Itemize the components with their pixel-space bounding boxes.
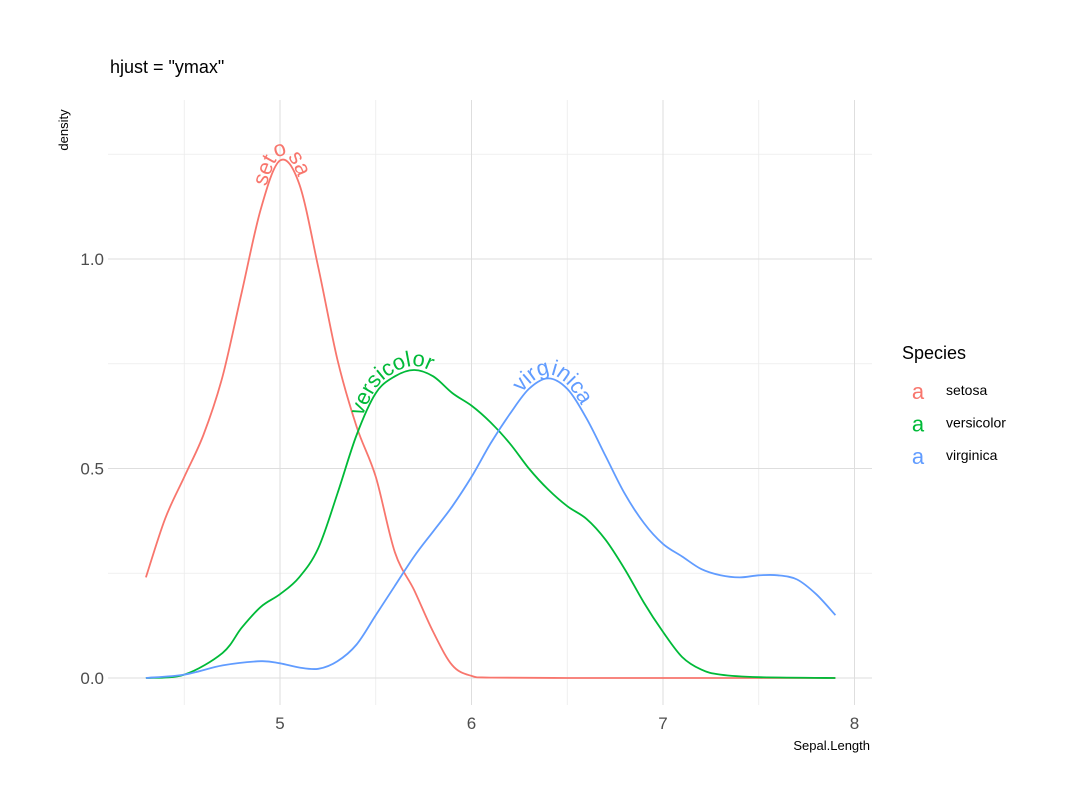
x-tick-label: 5 (275, 714, 284, 733)
density-curves (145, 158, 837, 679)
legend-label-virginica: virginica (946, 447, 998, 463)
x-tick-label: 7 (658, 714, 667, 733)
density-curve-setosa (145, 158, 836, 679)
legend-key-versicolor: a (912, 412, 925, 437)
curve-label-versicolor: versicolor (344, 346, 439, 419)
x-axis-title: Sepal.Length (793, 738, 870, 753)
axis-ticks: 5 6 7 8 0.0 0.5 1.0 (80, 250, 859, 733)
y-tick-label: 0.0 (80, 669, 104, 688)
curve-label-virginica: virginica (507, 354, 599, 409)
density-curve-versicolor (145, 369, 836, 679)
density-curve-virginica (145, 377, 837, 679)
x-tick-label: 8 (850, 714, 859, 733)
legend-title: Species (902, 343, 966, 363)
y-tick-label: 0.5 (80, 460, 104, 479)
x-tick-label: 6 (467, 714, 476, 733)
legend-label-setosa: setosa (946, 382, 987, 398)
legend-key-setosa: a (912, 379, 925, 404)
curve-label-setosa: setosa (247, 135, 317, 188)
y-tick-label: 1.0 (80, 250, 104, 269)
plot-grid (108, 100, 872, 705)
legend-label-versicolor: versicolor (946, 415, 1006, 431)
chart-title: hjust = "ymax" (110, 57, 224, 77)
legend: Species a setosa a versicolor a virginica (902, 343, 1006, 469)
legend-key-virginica: a (912, 444, 925, 469)
label-guide-virginica (472, 374, 625, 489)
y-axis-title: density (56, 109, 71, 151)
